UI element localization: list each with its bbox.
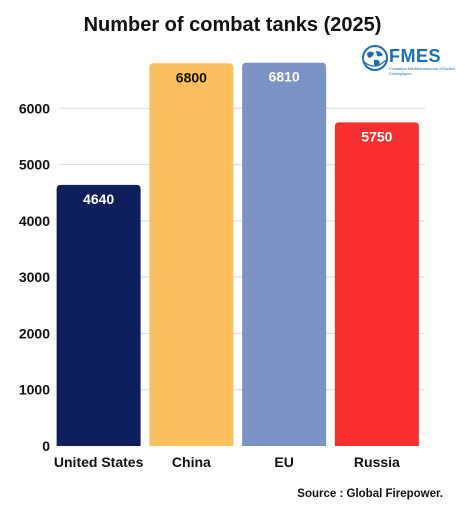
y-tick-label: 1000 [19,382,50,398]
y-tick-label: 2000 [19,325,50,341]
y-tick-label: 6000 [19,100,50,116]
x-tick-label: Russia [354,454,400,470]
logo-subtitle: Fondation Méditerranéenne d'Études Strat… [389,66,455,76]
chart-title: Number of combat tanks (2025) [83,14,382,36]
globe-icon [362,45,388,71]
y-tick-label: 3000 [19,269,50,285]
y-tick-label: 4000 [19,213,50,229]
data-label: 6810 [269,69,300,85]
bar [334,122,419,446]
y-tick-label: 0 [42,438,50,454]
bar [56,184,141,446]
data-label: 6800 [176,69,207,85]
x-tick-label: United States [54,454,144,470]
y-tick-label: 5000 [19,157,50,173]
y-axis-ticks: 0 1000 2000 3000 4000 5000 6000 [19,100,50,454]
source-note: Source : Global Firepower. [297,488,443,500]
logo-name: FMES [389,46,442,66]
data-label: 5750 [361,128,392,144]
x-tick-label: China [172,454,211,470]
x-axis-ticks: United States China EU Russia [54,454,400,470]
fmes-logo: FMES Fondation Méditerranéenne d'Études … [361,44,461,78]
data-labels: 4640 6800 6810 5750 [83,69,393,207]
data-label: 4640 [83,191,114,207]
x-tick-label: EU [274,454,293,470]
bar [242,62,327,447]
bars [56,62,419,447]
bar [149,63,234,446]
